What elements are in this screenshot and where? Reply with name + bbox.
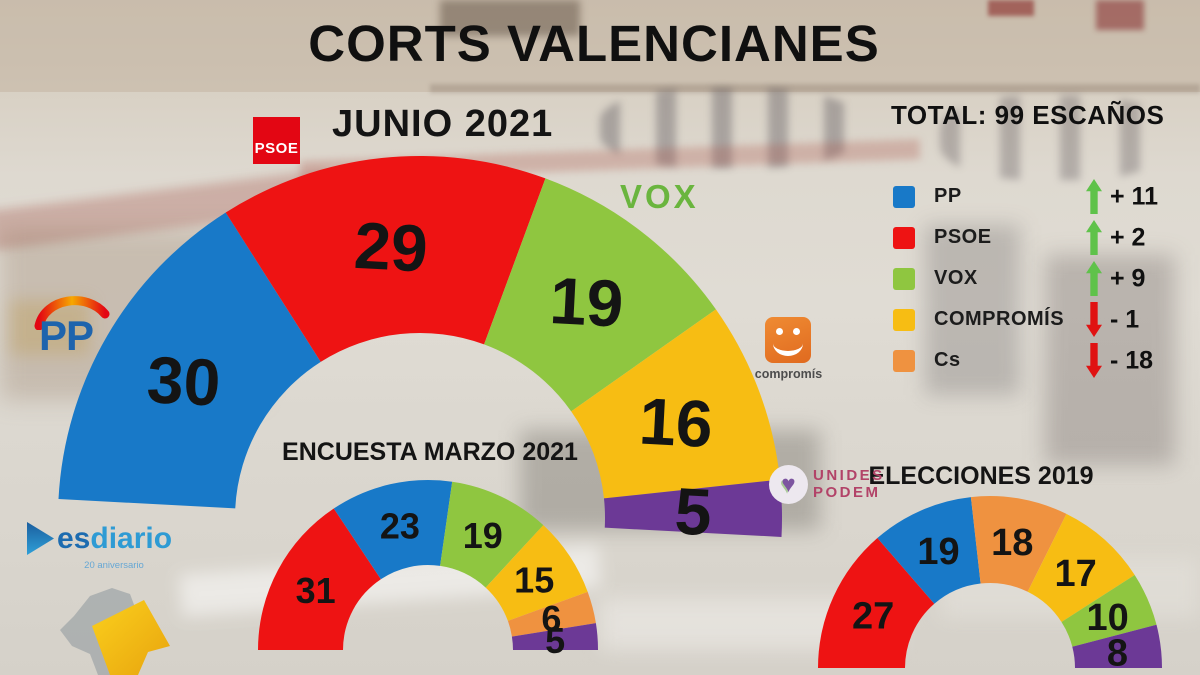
psoe-color-swatch	[893, 226, 915, 249]
legend-label: VOX	[934, 267, 978, 289]
total-seats-label: TOTAL: 99 ESCAÑOS	[891, 100, 1165, 130]
seats-marzo2021-VOX: 19	[463, 515, 503, 556]
legend-row-compromis: COMPROMÍS - 1	[893, 299, 1193, 340]
esdiario-logo: esdiario 20 aniversario	[27, 522, 172, 571]
chart-title-elecciones-2019: ELECCIONES 2019	[868, 462, 1094, 490]
heart-glyph: ♥	[781, 470, 796, 498]
compromis-logo-icon	[765, 317, 811, 363]
chart-title-encuesta-marzo-2021: ENCUESTA MARZO 2021	[282, 438, 578, 466]
wedge-elecciones2019-VOX	[1061, 575, 1157, 647]
wedge-marzo2021-PP	[333, 479, 453, 580]
seats-elecciones2019-PP: 19	[917, 531, 959, 573]
compromis-eye	[776, 328, 783, 335]
seats-marzo2021-COMPROMIS: 15	[514, 559, 554, 600]
pp-logo: PP	[25, 290, 117, 364]
play-triangle-icon	[27, 522, 54, 555]
seats-marzo2021-UNIDES-PODEM: 5	[545, 620, 565, 661]
wedge-marzo2021-Cs	[507, 591, 596, 637]
wedge-junio2021-VOX	[484, 178, 716, 412]
legend-row-pp: PP + 11	[893, 176, 1193, 217]
wedge-junio2021-PSOE	[225, 156, 546, 362]
seats-elecciones2019-COMPROMIS: 17	[1055, 553, 1097, 595]
seat-change: + 11	[1110, 182, 1158, 210]
legend-label: PP	[934, 185, 962, 207]
seats-elecciones2019-VOX: 10	[1087, 597, 1129, 639]
wedge-marzo2021-VOX	[440, 481, 544, 588]
seats-marzo2021-PSOE: 31	[296, 570, 336, 611]
pp-swoosh-icon	[34, 296, 110, 331]
esdiario-anniversary-text: 20 aniversario	[84, 560, 144, 571]
seats-junio2021-UNIDES-PODEM: 5	[673, 473, 714, 549]
valencia-map-arrow-graphic	[60, 588, 170, 675]
vox-logo-text: VOX	[620, 178, 699, 215]
yellow-arrow-icon	[92, 600, 170, 675]
compromis-smile-icon	[773, 331, 803, 356]
seats-elecciones2019-PSOE: 27	[852, 595, 894, 637]
vox-logo: VOX	[620, 178, 699, 216]
wedge-elecciones2019-PP	[877, 497, 981, 604]
page-title: CORTS VALENCIANES	[308, 15, 880, 72]
seats-junio2021-PSOE: 29	[352, 208, 429, 286]
seat-change: - 18	[1110, 346, 1154, 374]
legend-row-vox: VOX + 9	[893, 258, 1193, 299]
seats-junio2021-VOX: 19	[548, 263, 625, 341]
pp-logo-text: PP	[39, 312, 94, 359]
wedge-elecciones2019-COMPROMIS	[1027, 513, 1135, 622]
down-arrow-icon	[1086, 302, 1102, 337]
vox-color-swatch	[893, 267, 915, 290]
legend-row-psoe: PSOE + 2	[893, 217, 1193, 258]
compromis-color-swatch	[893, 308, 915, 331]
wedge-junio2021-UNIDES-PODEM	[603, 479, 782, 537]
legend-label: Cs	[934, 349, 961, 371]
legend-label: COMPROMÍS	[934, 308, 1065, 330]
psoe-logo: PSOE	[253, 117, 300, 164]
seats-marzo2021-PP: 23	[380, 506, 420, 547]
wedge-junio2021-COMPROMIS	[571, 309, 781, 499]
compromis-eye	[793, 328, 800, 335]
up-arrow-icon	[1086, 261, 1102, 296]
compromis-logo-text: compromís	[754, 367, 823, 381]
seats-junio2021-PP: 30	[145, 342, 222, 420]
up-arrow-icon	[1086, 179, 1102, 214]
up-arrow-icon	[1086, 220, 1102, 255]
wedge-marzo2021-COMPROMIS	[485, 525, 588, 621]
wedge-elecciones2019-PSOE	[818, 538, 935, 668]
pp-color-swatch	[893, 185, 915, 208]
unides-text: UNIDES	[813, 467, 885, 484]
esdiario-text-diario: diario	[90, 522, 173, 555]
seats-junio2021-COMPROMIS: 16	[637, 383, 714, 461]
wedge-elecciones2019-UNIDES-PODEM	[1072, 624, 1162, 668]
unides-podem-heart-icon: ♥	[769, 465, 808, 504]
esdiario-logo-text: esdiario	[57, 522, 172, 556]
legend: PP + 11 PSOE + 2 VOX + 9 COMPROMÍS - 1 C…	[893, 176, 1193, 381]
wedge-marzo2021-UNIDES-PODEM	[511, 623, 599, 650]
seats-marzo2021-Cs: 6	[541, 598, 561, 639]
wedge-junio2021-PP	[58, 212, 321, 509]
down-arrow-icon	[1086, 343, 1102, 378]
chart-title-junio-2021: JUNIO 2021	[332, 103, 554, 145]
seat-change: + 9	[1110, 264, 1146, 292]
cs-color-swatch	[893, 349, 915, 372]
podem-text: PODEM	[813, 484, 881, 501]
wedge-marzo2021-PSOE	[258, 508, 381, 650]
legend-label: PSOE	[934, 226, 992, 248]
psoe-logo-text: PSOE	[254, 140, 299, 157]
seat-change: - 1	[1110, 305, 1140, 333]
wedge-elecciones2019-Cs	[970, 496, 1067, 592]
esdiario-text-es: es	[57, 522, 91, 555]
legend-row-cs: Cs - 18	[893, 340, 1193, 381]
seats-elecciones2019-UNIDES-PODEM: 8	[1107, 632, 1128, 674]
unides-podem-logo-text: UNIDES PODEM	[813, 467, 885, 501]
seat-change: + 2	[1110, 223, 1146, 251]
seats-elecciones2019-Cs: 18	[991, 522, 1033, 564]
